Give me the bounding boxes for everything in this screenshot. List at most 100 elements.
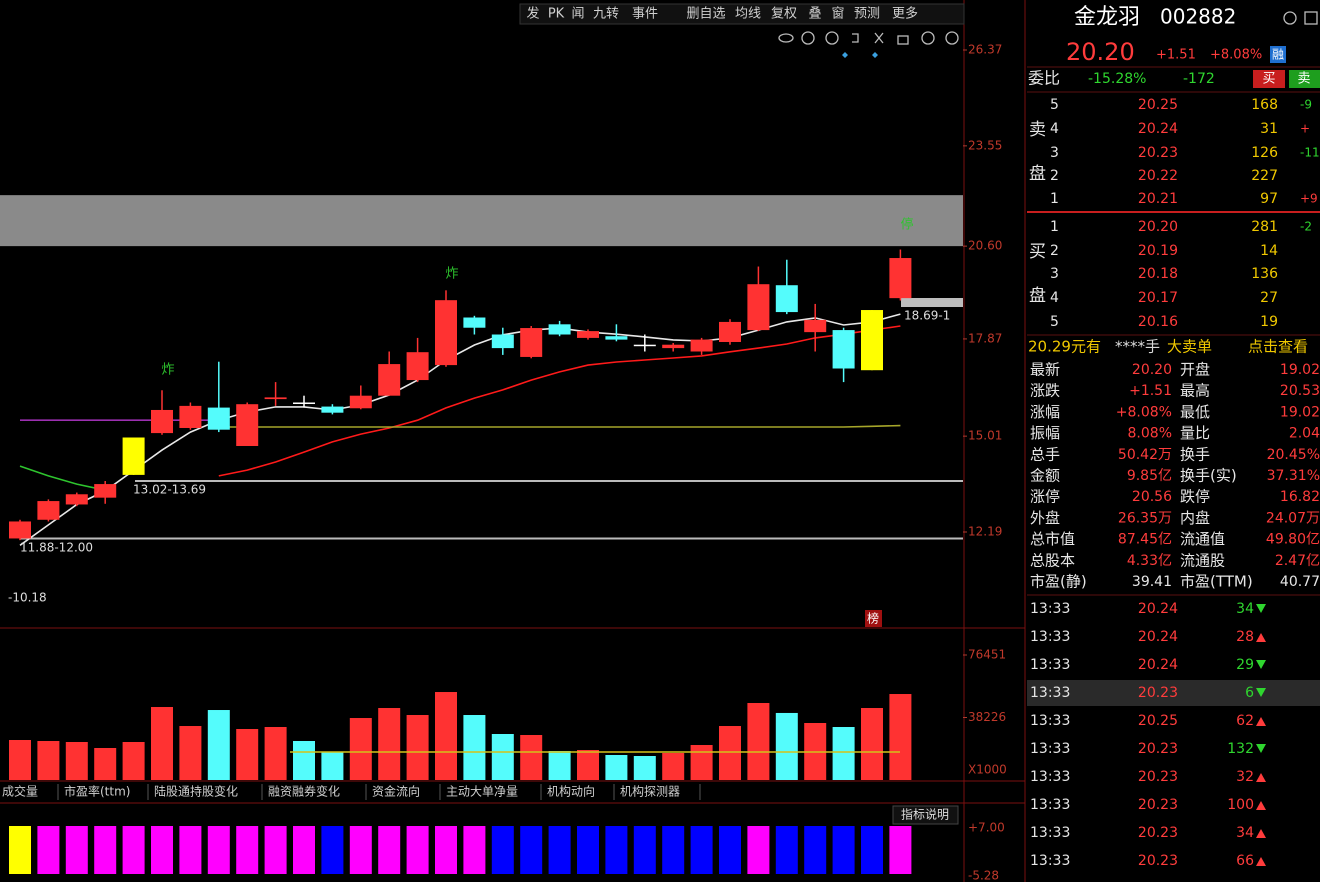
indicator-tab[interactable]: 主动大单净量 bbox=[446, 785, 518, 799]
price-annotation: 11.88-12.00 bbox=[20, 541, 93, 555]
stat-value: 2.47亿 bbox=[1275, 553, 1320, 569]
toolbar-button[interactable]: 复权 bbox=[771, 6, 797, 22]
volume-bar bbox=[548, 751, 571, 780]
signal-bar bbox=[94, 826, 117, 874]
signal-bar bbox=[690, 826, 713, 874]
book-price: 20.21 bbox=[1138, 191, 1178, 207]
stat-label: 涨幅 bbox=[1030, 403, 1060, 421]
signal-bar bbox=[463, 826, 486, 874]
signal-bar bbox=[122, 826, 145, 874]
toolbar-button[interactable]: 事件 bbox=[632, 7, 658, 22]
toolbar-button[interactable]: 九转 bbox=[593, 7, 619, 22]
volume-bar bbox=[719, 726, 741, 780]
signal-bar bbox=[406, 826, 429, 874]
stat-label: 市盈(TTM) bbox=[1180, 573, 1253, 591]
stat-value: 87.45亿 bbox=[1118, 532, 1172, 548]
toolbar bbox=[519, 3, 965, 25]
book-level: 2 bbox=[1050, 168, 1059, 184]
stat-label: 最低 bbox=[1180, 403, 1210, 421]
toolbar-button[interactable]: 均线 bbox=[735, 7, 761, 22]
indicator-tab[interactable]: 成交量 bbox=[2, 784, 38, 799]
candle-body bbox=[520, 328, 543, 357]
signal-bar bbox=[293, 826, 315, 874]
book-side-label: 买 bbox=[1029, 242, 1046, 262]
tick-price: 20.23 bbox=[1138, 825, 1178, 841]
candle-body bbox=[94, 484, 117, 498]
toolbar-button[interactable]: 闻 bbox=[571, 7, 584, 22]
tick-price: 20.23 bbox=[1138, 853, 1178, 869]
toolbar-button[interactable]: 发 bbox=[526, 6, 539, 22]
help-button-label[interactable]: 指标说明 bbox=[901, 807, 949, 822]
indicator-tab[interactable]: 资金流向 bbox=[372, 784, 420, 799]
signal-bar bbox=[548, 826, 571, 874]
volume-bar bbox=[378, 708, 401, 780]
price-change-pct: +8.08% bbox=[1210, 48, 1262, 63]
candle-body bbox=[65, 494, 88, 505]
toolbar-button[interactable]: 删自选 bbox=[686, 7, 725, 22]
stock-code: 002882 bbox=[1160, 5, 1236, 29]
candle-body bbox=[662, 344, 685, 349]
moving-average bbox=[218, 424, 901, 428]
toolbar-button[interactable]: 叠 bbox=[808, 7, 821, 22]
book-price: 20.18 bbox=[1138, 266, 1178, 282]
tick-volume: 34 bbox=[1236, 825, 1254, 841]
sell-button[interactable]: 卖 bbox=[1297, 72, 1310, 87]
stat-value: 8.08% bbox=[1128, 426, 1172, 442]
candle-body bbox=[435, 300, 457, 366]
volume-bar bbox=[37, 741, 60, 780]
price-annotation: 13.02-13.69 bbox=[133, 483, 206, 497]
book-volume: 168 bbox=[1251, 97, 1278, 113]
indicator-tab[interactable]: 机构探测器 bbox=[620, 784, 680, 799]
book-level: 1 bbox=[1050, 219, 1059, 235]
toolbar-button[interactable]: 窗 bbox=[831, 6, 844, 22]
candle-body bbox=[463, 317, 486, 328]
toolbar-button[interactable]: 更多 bbox=[892, 6, 918, 22]
book-change: +9 bbox=[1300, 192, 1318, 206]
tick-arrow bbox=[1256, 688, 1266, 697]
book-price: 20.16 bbox=[1138, 314, 1178, 330]
book-price: 20.19 bbox=[1138, 243, 1178, 259]
book-level: 3 bbox=[1050, 266, 1059, 282]
y-tick-label: 38226 bbox=[968, 710, 1006, 724]
stat-label: 振幅 bbox=[1030, 424, 1060, 442]
selected-row bbox=[1027, 680, 1320, 706]
volume-bar bbox=[236, 729, 259, 780]
book-price: 20.24 bbox=[1138, 121, 1178, 137]
stat-label: 金额 bbox=[1030, 467, 1060, 485]
book-volume: 227 bbox=[1251, 168, 1278, 184]
indicator-tab[interactable]: 融资融券变化 bbox=[268, 784, 340, 799]
signal-bar bbox=[889, 826, 912, 874]
volume-bar bbox=[349, 718, 372, 780]
candle-body bbox=[832, 330, 855, 369]
stat-value: 4.33亿 bbox=[1127, 553, 1172, 569]
buy-button[interactable]: 买 bbox=[1262, 72, 1275, 87]
toolbar-button[interactable]: PK bbox=[548, 7, 565, 22]
tick-time: 13:33 bbox=[1030, 741, 1070, 757]
signal-bar bbox=[747, 826, 770, 874]
candle-body bbox=[151, 409, 173, 434]
candle-body bbox=[889, 258, 912, 299]
stat-label: 跌停 bbox=[1180, 488, 1210, 506]
candle-body bbox=[775, 285, 798, 313]
volume-bar bbox=[861, 708, 883, 780]
indicator-tab[interactable]: 市盈率(ttm) bbox=[64, 784, 130, 799]
volume-bar bbox=[122, 742, 145, 780]
margin-tag-box bbox=[1270, 46, 1286, 63]
tick-price: 20.25 bbox=[1138, 713, 1178, 729]
stat-label: 换手 bbox=[1180, 445, 1210, 463]
book-level: 4 bbox=[1050, 121, 1059, 137]
signal-bar bbox=[321, 826, 344, 874]
book-price: 20.20 bbox=[1138, 219, 1178, 235]
y-tick-label: 20.60 bbox=[968, 239, 1002, 253]
indicator-tab[interactable]: 陆股通持股变化 bbox=[154, 784, 238, 799]
candle-body bbox=[633, 344, 656, 347]
stat-label: 最高 bbox=[1180, 382, 1210, 400]
signal-bar bbox=[491, 826, 514, 874]
toolbar-button[interactable]: 预测 bbox=[854, 7, 880, 22]
stat-value: 40.77 bbox=[1280, 574, 1320, 590]
book-volume: 281 bbox=[1251, 219, 1278, 235]
indicator-tab[interactable]: 机构动向 bbox=[547, 784, 595, 799]
book-level: 2 bbox=[1050, 243, 1059, 259]
help-button bbox=[892, 805, 959, 825]
